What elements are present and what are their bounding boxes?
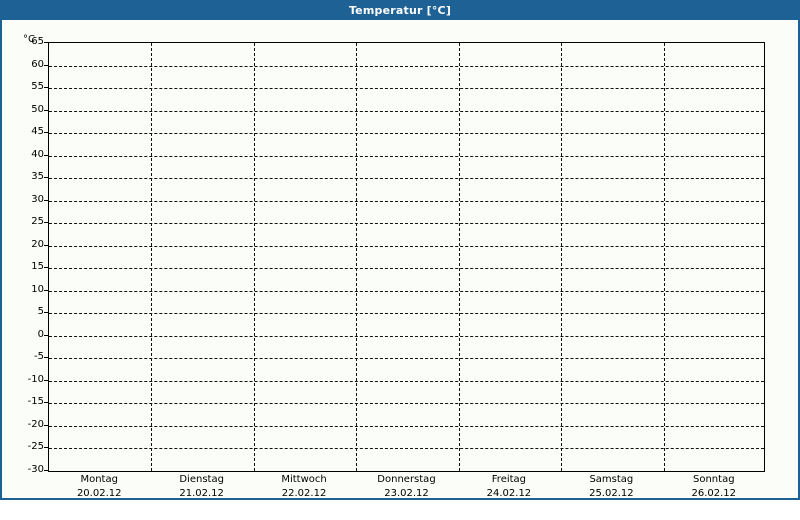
gridline-horizontal (49, 88, 764, 90)
x-axis-date: 24.02.12 (486, 488, 532, 499)
x-axis-date: 21.02.12 (179, 488, 224, 499)
x-axis-date: 25.02.12 (589, 488, 634, 499)
temperature-chart-window: Temperatur [°C] °C 65 60 55 50 45 40 35 30 25 20 1… (0, 0, 800, 500)
gridline-vertical (561, 43, 563, 471)
y-axis-tick-label: -15 (27, 396, 44, 408)
x-axis-day-name: Donnerstag (377, 474, 436, 485)
y-axis-tick (44, 289, 48, 291)
x-axis-date: 20.02.12 (76, 488, 122, 499)
y-axis-tick (44, 132, 48, 134)
y-axis-tick-label: 60 (31, 58, 44, 70)
y-axis-tick-label: -5 (34, 351, 44, 363)
gridline-horizontal (49, 313, 764, 315)
x-axis-day-name: Montag (80, 474, 118, 485)
y-axis-tick-label: -10 (27, 373, 44, 385)
y-axis-tick (44, 357, 48, 359)
y-axis-tick-label: 10 (31, 283, 44, 295)
gridline-horizontal (49, 403, 764, 405)
chart-body: °C 65 60 55 50 45 40 35 30 25 20 15 10 5 0 -5 -10 -15 -20… (0, 20, 800, 500)
y-axis-tick (44, 222, 48, 224)
y-axis-tick-label: 0 (37, 328, 44, 340)
gridline-horizontal (49, 268, 764, 270)
x-axis-date: 23.02.12 (384, 488, 429, 499)
gridline-horizontal (49, 448, 764, 450)
x-axis-day-name: Dienstag (179, 474, 224, 485)
x-axis-day-name: Samstag (589, 474, 634, 485)
y-axis-tick (44, 109, 48, 111)
y-axis-tick (44, 334, 48, 336)
y-axis-tick-label: -25 (27, 441, 44, 453)
gridline-horizontal (49, 358, 764, 360)
y-axis-tick-label: 5 (37, 306, 44, 318)
gridline-horizontal (49, 110, 764, 112)
gridline-vertical (151, 43, 153, 471)
x-axis-tick-label: Montag 20.02.12 (48, 473, 150, 501)
x-axis-tick-label: Sonntag 26.02.12 (663, 473, 765, 501)
x-axis-labels: Montag 20.02.12 Dienstag 21.02.12 Mittwoch 22… (48, 473, 765, 513)
y-axis-tick-label: 55 (31, 81, 44, 93)
x-axis-date: 22.02.12 (281, 488, 327, 499)
gridline-horizontal (49, 245, 764, 247)
y-axis-tick (44, 154, 48, 156)
x-axis-date: 26.02.12 (691, 488, 737, 499)
y-axis-tick-label: 65 (31, 36, 44, 47)
gridline-horizontal (49, 133, 764, 135)
gridline-vertical (663, 43, 665, 471)
x-axis-day-name: Mittwoch (281, 474, 327, 485)
y-axis-tick (44, 447, 48, 449)
y-axis-tick (44, 267, 48, 269)
x-axis-tick-label: Mittwoch 22.02.12 (253, 473, 355, 501)
y-axis-tick-label: 20 (31, 238, 44, 250)
gridline-horizontal (49, 200, 764, 202)
y-axis-tick-label: 30 (31, 193, 44, 205)
y-axis-tick (44, 199, 48, 201)
y-axis-tick-label: 35 (31, 171, 44, 183)
y-axis-tick (44, 402, 48, 404)
y-axis-tick (44, 87, 48, 89)
x-axis-tick-label: Freitag 24.02.12 (458, 473, 560, 501)
gridline-horizontal (49, 65, 764, 67)
y-axis-tick (44, 177, 48, 179)
y-axis-tick (44, 64, 48, 66)
gridline-horizontal (49, 380, 764, 382)
y-axis-tick (44, 42, 48, 43)
gridline-vertical (458, 43, 460, 471)
y-axis-tick-label: -20 (27, 418, 44, 430)
y-axis-tick (44, 379, 48, 381)
gridline-horizontal (49, 290, 764, 292)
y-axis-tick-label: 50 (31, 103, 44, 115)
y-axis-tick-label: 45 (31, 126, 44, 138)
x-axis-tick-label: Donnerstag 23.02.12 (355, 473, 457, 501)
y-axis-tick (44, 244, 48, 246)
window-title: Temperatur [°C] (348, 3, 452, 17)
x-axis-day-name: Freitag (491, 474, 527, 485)
gridline-vertical (253, 43, 255, 471)
gridline-horizontal (49, 155, 764, 157)
plot-area[interactable] (48, 42, 765, 472)
series-layer (49, 43, 764, 471)
y-axis-tick (44, 424, 48, 426)
y-axis-tick (44, 312, 48, 314)
gridline-vertical (356, 43, 358, 471)
y-axis-tick-label: 25 (31, 216, 44, 228)
gridline-horizontal (49, 223, 764, 225)
gridline-horizontal (49, 178, 764, 180)
x-axis-tick-label: Dienstag 21.02.12 (150, 473, 252, 501)
y-axis-tick (44, 470, 48, 471)
x-axis-tick-label: Samstag 25.02.12 (560, 473, 662, 501)
y-axis-labels: 65 60 55 50 45 40 35 30 25 20 15 10 5 0 -5 -10 -15 -20 -25… (2, 20, 44, 520)
y-axis-tick-label: 15 (31, 261, 44, 273)
gridline-horizontal (49, 335, 764, 337)
y-axis-tick-label: -30 (27, 464, 44, 475)
gridline-horizontal (49, 425, 764, 427)
y-axis-tick-label: 40 (31, 148, 44, 160)
x-axis-day-name: Sonntag (693, 474, 735, 485)
y-axis-unit-label: °C (23, 34, 35, 45)
window-title-bar: Temperatur [°C] (0, 0, 800, 20)
